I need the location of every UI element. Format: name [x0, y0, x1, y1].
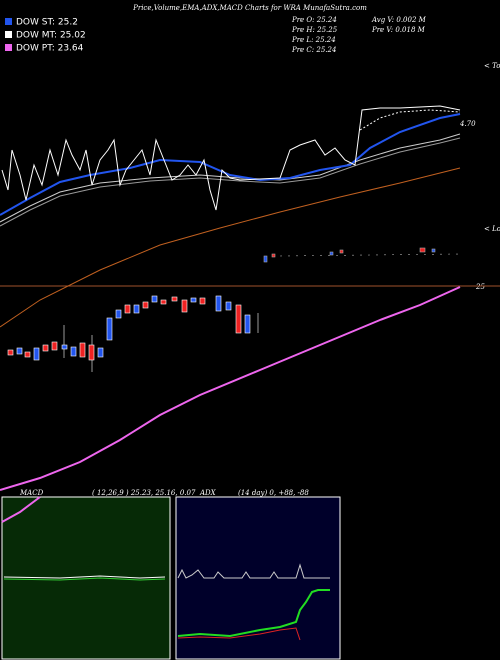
legend-label: DOW ST: 25.2 [16, 18, 78, 28]
macd-hist [3, 577, 166, 581]
macd-name: MACD [19, 489, 44, 497]
candles [7, 295, 259, 372]
macd-signal [3, 575, 166, 579]
info: Pre H: 25.25 [291, 26, 338, 34]
legend-swatch [5, 31, 12, 38]
tops-label: < Tops [484, 62, 500, 70]
adx-name: ADX [199, 489, 217, 497]
level-label: 4.70 [459, 120, 476, 128]
adx-params: (14 day) 0, +88, -88 [238, 489, 309, 497]
info: Pre O: 25.24 [291, 16, 337, 24]
legend-swatch [5, 18, 12, 25]
minus-di [177, 627, 301, 641]
ema-mid2 [0, 137, 461, 227]
info: Avg V: 0.002 M [371, 16, 427, 24]
legend-label: DOW PT: 23.64 [16, 44, 84, 54]
info: Pre V: 0.018 M [371, 26, 426, 34]
legend-label: DOW MT: 25.02 [16, 31, 86, 41]
ema-mid [0, 133, 461, 223]
price-label: 25 [475, 283, 485, 291]
ema-dashed [359, 109, 461, 131]
plus-di [177, 589, 330, 638]
price-line [1, 105, 461, 211]
legend-swatch [5, 44, 12, 51]
lows-label: < Lows [484, 225, 500, 233]
ema-short [0, 113, 461, 216]
title: Price,Volume,EMA,ADX,MACD Charts for WRA… [132, 4, 367, 12]
info: Pre L: 25.24 [291, 36, 336, 44]
macd-params: ( 12,26,9 ) 25.23, 25.16, 0.07 [92, 489, 196, 497]
ema-long [0, 167, 461, 328]
volume-marks [263, 247, 461, 263]
dow-pt [0, 286, 461, 491]
adx-line [177, 563, 330, 579]
info: Pre C: 25.24 [291, 46, 336, 54]
macd-line [1, 496, 41, 523]
